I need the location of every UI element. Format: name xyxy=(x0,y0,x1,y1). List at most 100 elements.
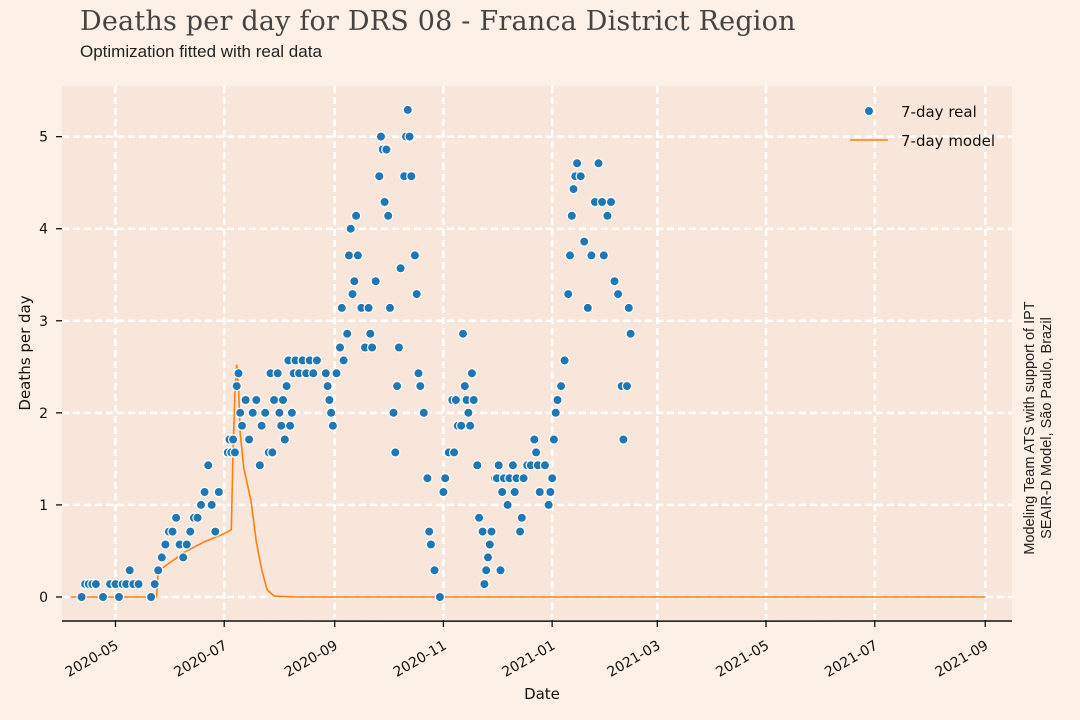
data-point xyxy=(593,158,604,169)
data-point xyxy=(609,276,620,287)
data-point xyxy=(440,473,451,484)
data-point xyxy=(571,158,583,169)
data-point xyxy=(76,591,87,603)
data-point xyxy=(311,355,323,366)
data-point xyxy=(618,434,629,445)
data-point xyxy=(530,447,542,458)
data-point xyxy=(547,473,558,484)
data-point xyxy=(463,407,474,418)
data-point xyxy=(602,210,613,221)
data-point xyxy=(375,131,387,142)
data-point xyxy=(177,552,189,563)
data-point xyxy=(374,170,385,182)
data-point xyxy=(411,288,422,300)
x-axis-label: Date xyxy=(524,685,560,703)
y-tick-label: 0 xyxy=(39,590,48,606)
data-point xyxy=(366,342,378,353)
data-point xyxy=(349,276,360,287)
data-point xyxy=(484,539,495,550)
data-point xyxy=(347,288,358,300)
data-point xyxy=(429,565,440,576)
data-point xyxy=(450,394,462,406)
data-point xyxy=(422,473,433,484)
data-point xyxy=(210,526,221,537)
x-tick-label: 2021-07 xyxy=(822,638,881,681)
data-point xyxy=(586,250,597,261)
chart-title: Deaths per day for DRS 08 - Franca Distr… xyxy=(80,6,796,37)
data-point xyxy=(195,499,207,511)
data-point xyxy=(286,407,298,418)
x-tick-label: 2020-05 xyxy=(63,638,122,681)
x-tick-label: 2020-09 xyxy=(282,638,341,681)
data-point xyxy=(612,288,624,300)
y-tick-label: 3 xyxy=(39,314,48,330)
legend-label-model: 7-day model xyxy=(901,132,995,150)
data-point xyxy=(509,486,520,498)
data-point xyxy=(133,578,144,590)
grid-lines xyxy=(62,86,1012,620)
x-axis-line xyxy=(61,619,1013,623)
data-point xyxy=(267,447,278,458)
data-point xyxy=(279,434,290,445)
data-point xyxy=(568,183,579,195)
data-point xyxy=(336,302,347,314)
data-point xyxy=(202,460,214,471)
data-point xyxy=(370,276,381,287)
model-line xyxy=(70,364,986,598)
data-point xyxy=(409,250,421,261)
data-point xyxy=(343,250,355,261)
data-point xyxy=(167,526,178,537)
data-point xyxy=(227,434,239,445)
data-point xyxy=(459,380,470,392)
data-point xyxy=(268,394,280,406)
data-point xyxy=(497,486,508,498)
data-point xyxy=(495,565,506,576)
data-point xyxy=(477,526,488,537)
data-point xyxy=(338,355,349,366)
data-point xyxy=(623,302,635,314)
data-point xyxy=(152,565,164,576)
legend-label-real: 7-day real xyxy=(901,103,977,121)
data-point xyxy=(545,486,556,498)
data-point xyxy=(325,407,337,418)
data-point xyxy=(231,380,242,392)
data-point xyxy=(481,565,492,576)
data-point xyxy=(236,420,248,431)
data-point xyxy=(598,250,610,261)
data-point xyxy=(90,578,102,590)
data-point xyxy=(413,368,424,379)
data-point xyxy=(254,460,265,471)
data-point xyxy=(384,302,396,314)
data-point xyxy=(391,380,403,392)
data-point xyxy=(457,328,469,339)
data-point xyxy=(274,407,285,418)
data-point xyxy=(145,591,157,603)
data-point xyxy=(277,394,289,406)
data-point xyxy=(233,368,244,379)
data-point xyxy=(345,223,356,234)
data-point xyxy=(206,499,217,511)
data-point xyxy=(334,342,346,353)
data-point xyxy=(555,380,567,392)
data-point xyxy=(404,131,415,142)
data-point xyxy=(625,328,636,339)
data-point xyxy=(320,368,331,379)
data-point xyxy=(548,434,560,445)
data-point xyxy=(465,420,476,431)
data-point xyxy=(322,380,333,392)
plot-area xyxy=(62,86,1012,620)
x-tick-label: 2021-03 xyxy=(605,638,664,681)
data-point xyxy=(502,499,513,511)
data-point xyxy=(596,196,608,208)
data-point xyxy=(97,591,109,603)
data-point xyxy=(486,526,497,537)
data-point xyxy=(472,460,483,471)
data-point xyxy=(575,170,586,182)
data-point xyxy=(482,552,494,563)
data-point xyxy=(543,499,554,511)
data-point xyxy=(149,578,160,590)
data-point xyxy=(564,250,576,261)
data-point xyxy=(534,486,545,498)
x-tick-label: 2020-11 xyxy=(391,638,450,681)
